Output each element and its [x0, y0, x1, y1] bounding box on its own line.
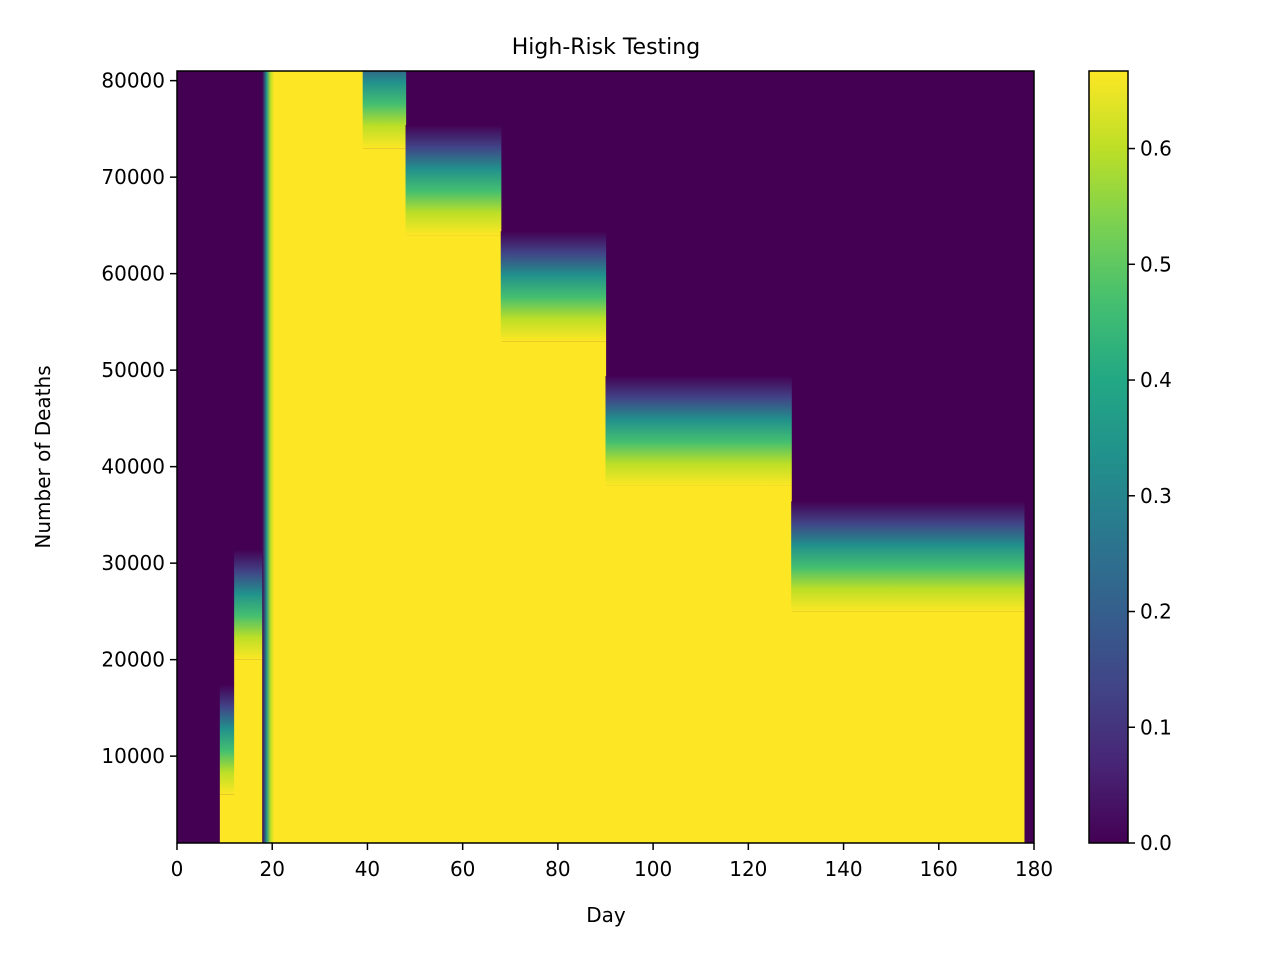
x-tick-label: 140 — [824, 857, 862, 881]
x-tick-label: 20 — [259, 857, 284, 881]
heatmap-region-9 — [791, 611, 1026, 843]
y-axis-label: Number of Deaths — [31, 365, 55, 548]
heatmap-region-1 — [219, 794, 235, 843]
y-tick-label: 70000 — [101, 165, 165, 189]
heatmap-region-5 — [362, 148, 407, 843]
heatmap-region-edge-7 — [500, 231, 607, 342]
heatmap-region-4 — [300, 71, 364, 843]
colorbar-tick-label: 0.1 — [1140, 715, 1172, 739]
x-tick-label: 40 — [355, 857, 380, 881]
colorbar-tick-label: 0.3 — [1140, 484, 1172, 508]
x-tick-label: 0 — [171, 857, 184, 881]
y-tick-label: 60000 — [101, 262, 165, 286]
heatmap-region-edge-5 — [362, 71, 407, 149]
heatmap-front-edge — [262, 71, 275, 843]
heatmap-region-8 — [605, 485, 792, 843]
colorbar-tick-label: 0.0 — [1140, 831, 1172, 855]
y-tick-label: 10000 — [101, 744, 165, 768]
heatmap-region-edge-6 — [405, 125, 502, 236]
colorbar-tick-label: 0.5 — [1140, 252, 1172, 276]
colorbar: 0.0 0.1 0.2 0.3 0.4 0.5 0.6 — [1088, 70, 1172, 855]
heatmap-region-edge-9 — [791, 501, 1026, 612]
colorbar-gradient — [1089, 71, 1128, 843]
heatmap-region-7 — [500, 341, 607, 843]
x-tick-label: 80 — [545, 857, 570, 881]
x-tick-label: 160 — [920, 857, 958, 881]
y-axis-ticks: 10000 20000 30000 40000 50000 60000 70000 80000 — [101, 69, 177, 768]
x-axis-ticks: 0 20 40 60 80 100 120 140 160 180 — [171, 843, 1053, 881]
colorbar-tick-label: 0.6 — [1140, 137, 1172, 161]
chart-title: High-Risk Testing — [512, 35, 700, 60]
colorbar-tick-label: 0.4 — [1140, 368, 1172, 392]
x-tick-label: 60 — [450, 857, 475, 881]
plot-area — [177, 71, 1034, 843]
y-tick-label: 40000 — [101, 455, 165, 479]
y-tick-label: 50000 — [101, 358, 165, 382]
y-tick-label: 80000 — [101, 69, 165, 93]
y-tick-label: 20000 — [101, 648, 165, 672]
heatmap-right-edge — [1024, 71, 1034, 843]
heatmap-region-edge-8 — [605, 375, 792, 486]
plot-frame — [176, 70, 1035, 844]
x-tick-label: 100 — [634, 857, 672, 881]
heatmap-region-3 — [272, 71, 302, 843]
colorbar-tick-label: 0.2 — [1140, 600, 1172, 624]
x-axis-label: Day — [586, 903, 626, 927]
x-tick-label: 120 — [729, 857, 767, 881]
colorbar-frame — [1088, 70, 1129, 844]
y-tick-label: 30000 — [101, 551, 165, 575]
heatmap-region-edge-1 — [219, 684, 235, 795]
colorbar-ticks: 0.0 0.1 0.2 0.3 0.4 0.5 0.6 — [1128, 137, 1172, 855]
heatmap-region-6 — [405, 235, 502, 843]
x-tick-label: 180 — [1015, 857, 1053, 881]
